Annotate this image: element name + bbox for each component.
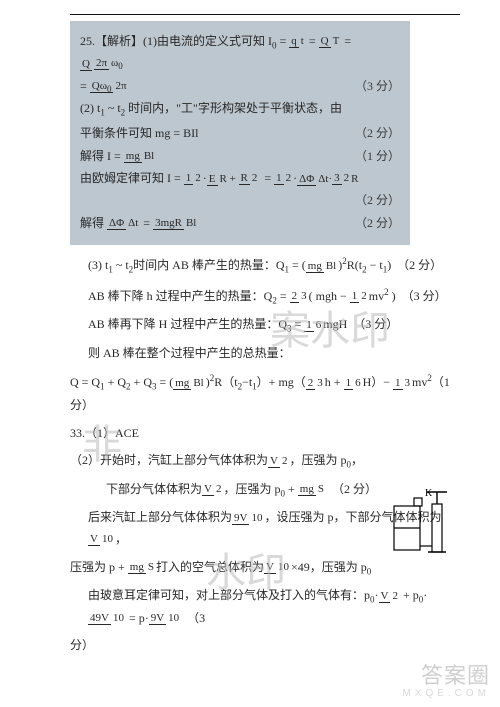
footer-big: 答案圈: [402, 664, 490, 688]
body-line-content: (3) t1 ~ t2时间内 AB 棒产生的热量：Q1 = (mgBl)2R(t…: [88, 253, 460, 278]
scan-line-left: 平衡条件可知 mg = BIl: [80, 123, 345, 143]
scan-line-left: 解得 ΔΦΔt = 3mgRBl: [80, 213, 345, 233]
scan-line-left: 解得 I = mgBl: [80, 146, 345, 166]
page: 25.【解析】(1)由电流的定义式可知 I0 = qt = QT = Q2πω0…: [0, 0, 500, 707]
body-line: 33.（1）ACE: [70, 423, 460, 445]
body-line-content: AB 棒下降 h 过程中产生的热量：Q2 = 23( mgh − 12mv2 )…: [88, 284, 460, 309]
body-line: Q = Q1 + Q2 + Q3 = (mgBl)2R（t2−t1）+ mg（2…: [70, 370, 460, 416]
body-line: 分）: [70, 635, 460, 657]
scan-line: 25.【解析】(1)由电流的定义式可知 I0 = qt = QT = Q2πω0: [80, 31, 400, 74]
body-line-content: 分）: [70, 635, 460, 657]
top-rule: [70, 14, 460, 15]
body-line: 则 AB 棒在整个过程中产生的总热量：: [70, 343, 460, 365]
pump-figure: K: [392, 484, 452, 564]
scan-line: 解得 I = mgBl （1 分）: [80, 146, 400, 166]
footer-small: MXQE.COM: [402, 688, 490, 699]
body-line: AB 棒再下降 H 过程中产生的热量：Q3 = 16mgH （3 分）: [70, 314, 460, 337]
body-line-content: Q = Q1 + Q2 + Q3 = (mgBl)2R（t2−t1）+ mg（2…: [70, 370, 460, 416]
scan-lines-container: 25.【解析】(1)由电流的定义式可知 I0 = qt = QT = Q2πω0…: [80, 31, 400, 233]
scan-line: 平衡条件可知 mg = BIl （2 分）: [80, 123, 400, 143]
body-line-content: 由玻意耳定律可知，对上部分气体及打入的气体有：p0·V2 + p0·49V10 …: [88, 585, 460, 629]
scan-line-left: = Qω02π: [80, 76, 345, 96]
body-text: (3) t1 ~ t2时间内 AB 棒产生的热量：Q1 = (mgBl)2R(t…: [70, 253, 460, 657]
scan-line-points: （2 分）: [355, 213, 400, 233]
pump-label: K: [425, 488, 433, 499]
scan-line: = Qω02π （3 分）: [80, 76, 400, 96]
scan-line: 解得 ΔΦΔt = 3mgRBl （2 分）: [80, 213, 400, 233]
scan-line-left: 25.【解析】(1)由电流的定义式可知 I0 = qt = QT = Q2πω0: [80, 31, 390, 74]
scan-line-left: 由欧姆定律可知 I = 12·ER + R2 = 12·ΔΦΔt·32R: [80, 168, 390, 188]
footer-logo: 答案圈 MXQE.COM: [402, 664, 490, 699]
scan-line-left: (2) t1 ~ t2 时间内，"工"字形构架处于平衡状态，由: [80, 98, 390, 121]
body-line-content: AB 棒再下降 H 过程中产生的热量：Q3 = 16mgH （3 分）: [88, 314, 460, 337]
scan-line-points: （1 分）: [355, 146, 400, 166]
body-line: AB 棒下降 h 过程中产生的热量：Q2 = 23( mgh − 12mv2 )…: [70, 284, 460, 309]
scan-line-points: （2 分）: [355, 123, 400, 143]
scan-line: （2 分）: [80, 190, 400, 210]
body-line-content: 33.（1）ACE: [70, 423, 460, 445]
body-line-content: 则 AB 棒在整个过程中产生的总热量：: [88, 343, 460, 365]
body-line: 由玻意耳定律可知，对上部分气体及打入的气体有：p0·V2 + p0·49V10 …: [70, 585, 460, 629]
body-line-content: （2）开始时，汽缸上部分气体体积为V2，压强为 p0，: [70, 450, 460, 473]
scan-box: 25.【解析】(1)由电流的定义式可知 I0 = qt = QT = Q2πω0…: [70, 21, 410, 245]
body-line: (3) t1 ~ t2时间内 AB 棒产生的热量：Q1 = (mgBl)2R(t…: [70, 253, 460, 278]
scan-line-points: （2 分）: [355, 190, 400, 210]
scan-line-points: （3 分）: [355, 76, 400, 96]
body-line: （2）开始时，汽缸上部分气体体积为V2，压强为 p0，: [70, 450, 460, 473]
scan-line: 由欧姆定律可知 I = 12·ER + R2 = 12·ΔΦΔt·32R: [80, 168, 400, 188]
scan-line: (2) t1 ~ t2 时间内，"工"字形构架处于平衡状态，由: [80, 98, 400, 121]
